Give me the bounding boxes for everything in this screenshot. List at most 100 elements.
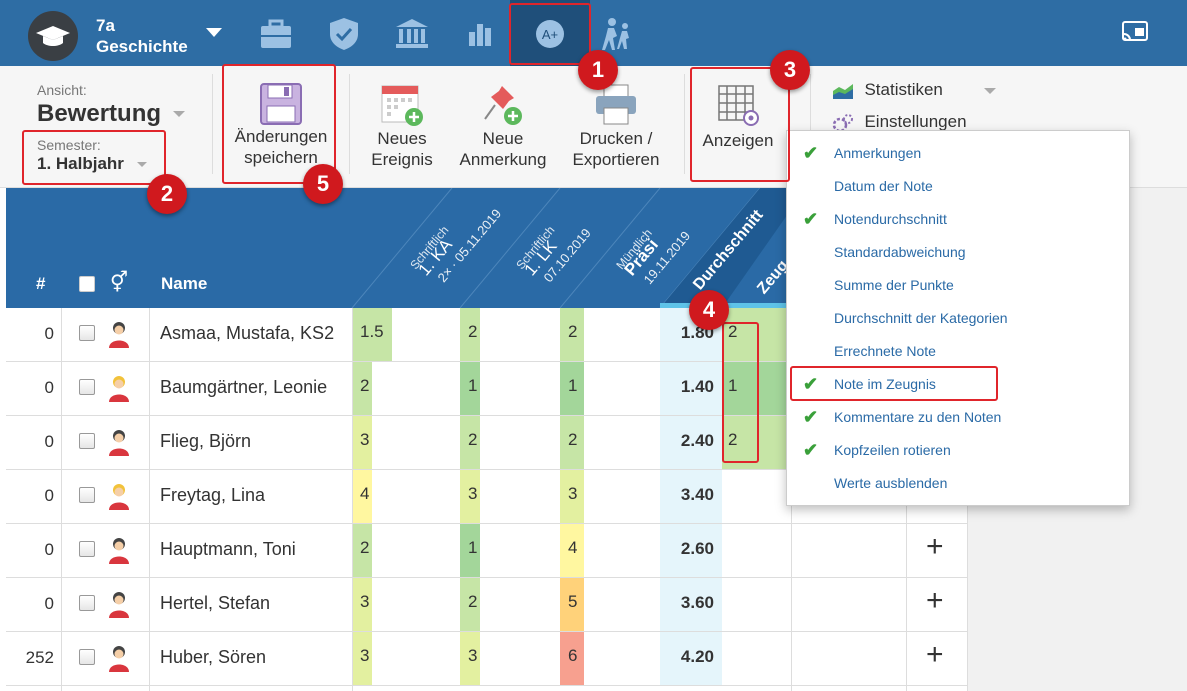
dropdown-item[interactable]: Standardabweichung	[834, 244, 966, 260]
graduation-cap-logo-icon[interactable]	[28, 11, 78, 61]
grade-cell-col3[interactable]: 5	[560, 578, 584, 631]
show-options-dropdown: ✔ Anmerkungen Datum der Note ✔ Notendurchsch…	[786, 130, 1130, 506]
row-checkbox[interactable]	[79, 487, 95, 503]
bank-icon[interactable]	[392, 14, 432, 54]
dropdown-item[interactable]: Durchschnitt der Kategorien	[834, 310, 1008, 326]
grade-tab[interactable]: A+	[510, 0, 590, 66]
grade-cell-col2[interactable]: 1	[460, 524, 480, 577]
grade-cell-col1[interactable]: 3	[352, 632, 372, 685]
class-selector[interactable]: 7a Geschichte	[96, 15, 188, 57]
header-gender-icon[interactable]: ⚥	[110, 272, 129, 294]
walking-people-icon[interactable]	[598, 14, 638, 54]
highlight-box-5	[222, 64, 336, 184]
student-name[interactable]: Hertel, Stefan	[160, 593, 271, 613]
grade-cell-col2[interactable]: 3	[460, 632, 480, 685]
gears-icon	[832, 113, 853, 133]
add-grade-button[interactable]: +	[926, 584, 944, 617]
row-checkbox[interactable]	[79, 595, 95, 611]
grade-cell-col2[interactable]: 2	[460, 578, 480, 631]
view-selector[interactable]: Bewertung	[37, 100, 162, 127]
grade-cell-col1[interactable]: 2	[352, 362, 372, 415]
cast-icon[interactable]	[1121, 20, 1149, 49]
zeugnis-grade-cell[interactable]	[722, 524, 792, 577]
dropdown-item[interactable]: Kommentare zu den Noten	[834, 409, 1002, 425]
statistics-button[interactable]: Statistiken	[832, 80, 943, 101]
student-name[interactable]: Huber, Sören	[160, 647, 267, 667]
check-icon: ✔	[803, 209, 819, 229]
new-note-label-line2: Anmerkung	[459, 150, 547, 169]
statistics-chevron-down-icon[interactable]	[984, 88, 996, 94]
table-row: 0 Flieg, Björn 3 2 2 2.40 2	[6, 416, 968, 470]
toolbar-divider	[349, 74, 350, 174]
grade-cell-col3[interactable]: 2	[560, 416, 584, 469]
new-event-button[interactable]: Neues Ereignis	[360, 82, 444, 170]
row-checkbox[interactable]	[79, 325, 95, 341]
grade-cell-col2[interactable]: 2	[460, 416, 480, 469]
show-label: Anzeigen	[702, 131, 774, 150]
printer-icon	[596, 84, 636, 125]
grade-cell-col2[interactable]: 3	[460, 470, 480, 523]
badge-3: 3	[770, 50, 810, 90]
grade-cell-col1[interactable]: 2	[352, 524, 372, 577]
dropdown-item[interactable]: Anmerkungen	[834, 145, 922, 161]
new-event-label-line2: Ereignis	[371, 150, 433, 169]
check-icon: ✔	[803, 374, 819, 394]
dropdown-item[interactable]: Datum der Note	[834, 178, 933, 194]
table-row: 252 Huber, Sören 3 3 6 4.20 +	[6, 632, 968, 686]
save-changes-button[interactable]: Änderungen speichern	[228, 82, 334, 168]
badge-4: 4	[689, 290, 729, 330]
class-dropdown-chevron-icon[interactable]	[206, 28, 222, 37]
dropdown-item[interactable]: Note im Zeugnis	[834, 376, 936, 392]
student-name[interactable]: Asmaa, Mustafa, KS2	[160, 323, 335, 343]
new-note-button[interactable]: Neue Anmerkung	[454, 82, 552, 170]
class-code: 7a	[96, 16, 115, 35]
zeugnis-grade-cell[interactable]	[722, 632, 792, 685]
row-number: 0	[44, 378, 54, 397]
highlight-box-2	[22, 130, 166, 185]
grade-cell-col3[interactable]: 6	[560, 632, 584, 685]
row-checkbox[interactable]	[79, 433, 95, 449]
grade-cell-col1[interactable]: 1.5	[352, 308, 392, 361]
grade-cell-col1[interactable]: 4	[352, 470, 372, 523]
row-checkbox[interactable]	[79, 541, 95, 557]
row-checkbox[interactable]	[79, 649, 95, 665]
student-name[interactable]: Flieg, Björn	[160, 431, 252, 451]
student-name[interactable]: Baumgärtner, Leonie	[160, 377, 328, 397]
grade-cell-col1[interactable]: 3	[352, 416, 372, 469]
settings-button[interactable]: Einstellungen	[832, 112, 967, 133]
dropdown-item[interactable]: Notendurchschnitt	[834, 211, 947, 227]
zeugnis-grade-cell[interactable]	[722, 578, 792, 631]
bar-chart-icon[interactable]	[460, 14, 500, 54]
grade-cell-col3[interactable]: 2	[560, 308, 584, 361]
dropdown-item[interactable]: Kopfzeilen rotieren	[834, 442, 951, 458]
add-grade-button[interactable]: +	[926, 638, 944, 671]
view-chevron-down-icon[interactable]	[173, 111, 185, 117]
top-bar: 7a Geschichte A+	[0, 0, 1187, 66]
add-grade-button[interactable]: +	[926, 530, 944, 563]
grade-cell-col2[interactable]: 1	[460, 362, 480, 415]
dropdown-item[interactable]: Werte ausblenden	[834, 475, 948, 491]
row-checkbox[interactable]	[79, 379, 95, 395]
semester-chevron-down-icon[interactable]	[137, 162, 147, 167]
student-name[interactable]: Freytag, Lina	[160, 485, 266, 505]
grade-cell-col3[interactable]: 3	[560, 470, 584, 523]
student-avatar-icon	[109, 646, 129, 672]
briefcase-icon[interactable]	[256, 14, 296, 54]
show-options-button[interactable]: Anzeigen	[694, 82, 782, 151]
grade-cell-col1[interactable]: 3	[352, 578, 372, 631]
average-cell: 2.40	[660, 416, 722, 469]
grade-cell-col2[interactable]: 2	[460, 308, 480, 361]
zeugnis-grade-cell[interactable]	[722, 470, 792, 523]
grade-cell-col3[interactable]: 1	[560, 362, 584, 415]
dropdown-item[interactable]: Errechnete Note	[834, 343, 936, 359]
check-icon: ✔	[803, 407, 819, 427]
dropdown-item[interactable]: Summe der Punkte	[834, 277, 954, 293]
grade-cell-col3[interactable]: 4	[560, 524, 584, 577]
print-export-button[interactable]: Drucken / Exportieren	[566, 82, 666, 170]
semester-selector[interactable]: 1. Halbjahr	[37, 154, 124, 173]
select-all-checkbox[interactable]	[79, 276, 95, 292]
student-name[interactable]: Hauptmann, Toni	[160, 539, 296, 559]
header-name[interactable]: Name	[161, 274, 208, 293]
average-cell: 3.40	[660, 470, 722, 523]
shield-icon[interactable]	[324, 14, 364, 54]
